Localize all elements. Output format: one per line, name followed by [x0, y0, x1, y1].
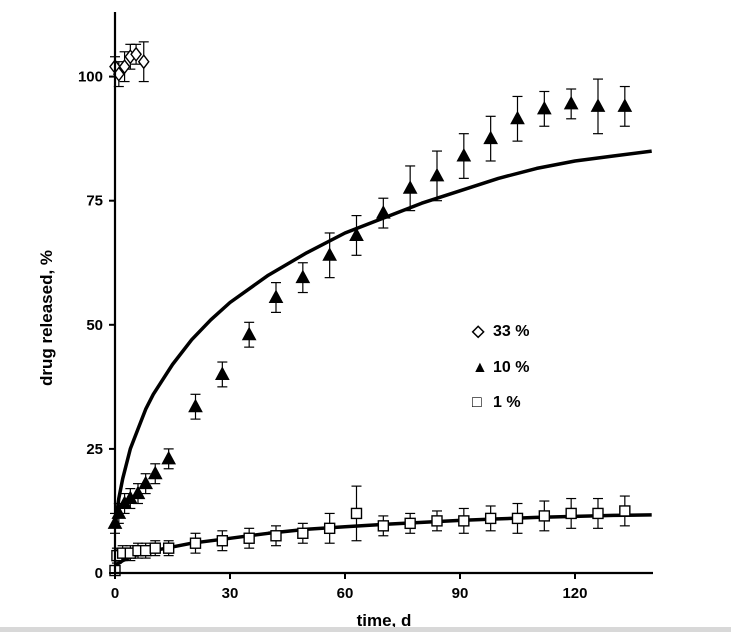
- data-point-triangle: [161, 450, 177, 465]
- y-tick-label: 50: [86, 317, 103, 334]
- data-point-square: [297, 527, 309, 539]
- error-bars: [110, 41, 630, 574]
- data-point-square: [243, 532, 255, 544]
- data-point-square: [323, 522, 336, 535]
- data-point-diamond: [130, 46, 142, 62]
- data-point-triangle: [429, 167, 445, 182]
- data-markers: [107, 46, 633, 577]
- data-point-square: [149, 542, 161, 554]
- data-point-square: [216, 535, 229, 547]
- legend-symbol-square: □: [472, 394, 482, 411]
- legend-item-1: □ 1 %: [472, 394, 521, 411]
- x-tick-label: 90: [452, 585, 469, 602]
- data-point-square: [484, 512, 497, 525]
- data-point-square: [565, 507, 577, 520]
- data-point-triangle: [188, 398, 203, 413]
- bottom-divider: [0, 627, 731, 632]
- y-axis-title: drug released, %: [37, 250, 56, 386]
- data-point-diamond: [137, 54, 150, 70]
- data-point-triangle: [349, 227, 364, 241]
- y-ticks: 0 25 50 75 100: [78, 69, 115, 582]
- data-point-square: [619, 505, 631, 517]
- y-tick-label: 0: [95, 565, 103, 582]
- y-tick-label: 75: [86, 193, 103, 210]
- legend-label-10: 10 %: [493, 359, 529, 376]
- data-point-triangle: [456, 147, 472, 162]
- y-tick-label: 25: [86, 441, 103, 458]
- data-point-triangle: [214, 366, 230, 380]
- data-point-square: [377, 520, 390, 532]
- data-point-square: [511, 512, 524, 525]
- legend-item-10: ▲ 10 %: [472, 359, 529, 376]
- fit-curve: [113, 149, 652, 529]
- y-tick-label: 100: [78, 69, 103, 86]
- data-point-triangle: [147, 465, 163, 480]
- legend-label-1: 1 %: [493, 394, 521, 411]
- data-point-triangle: [322, 247, 338, 261]
- data-point-triangle: [563, 95, 579, 110]
- legend-symbol-diamond: ◇: [471, 323, 485, 340]
- x-tick-label: 60: [337, 585, 354, 602]
- legend-label-33: 33 %: [493, 323, 529, 340]
- data-point-triangle: [483, 130, 499, 145]
- data-point-diamond: [118, 59, 131, 75]
- data-point-square: [350, 507, 363, 520]
- data-point-square: [431, 515, 443, 527]
- data-point-triangle: [130, 485, 146, 500]
- data-point-triangle: [138, 475, 154, 490]
- data-point-square: [189, 537, 202, 549]
- data-point-triangle: [268, 289, 284, 303]
- x-tick-label: 120: [562, 585, 587, 602]
- x-tick-label: 30: [222, 585, 239, 602]
- legend: ◇ 33 % ▲ 10 % □ 1 %: [471, 323, 529, 411]
- data-point-square: [139, 544, 152, 557]
- data-point-triangle: [590, 98, 606, 112]
- data-point-triangle: [402, 180, 418, 194]
- data-point-square: [538, 510, 551, 522]
- data-point-triangle: [510, 110, 525, 125]
- data-point-triangle: [536, 100, 552, 115]
- data-point-triangle: [375, 205, 391, 219]
- legend-symbol-triangle: ▲: [472, 359, 488, 376]
- data-point-square: [458, 515, 470, 527]
- data-point-square: [270, 530, 282, 542]
- data-point-square: [404, 517, 416, 530]
- x-tick-label: 0: [111, 585, 119, 602]
- data-point-triangle: [241, 326, 257, 341]
- x-ticks: 0 30 60 90 120: [111, 573, 588, 602]
- legend-item-33: ◇ 33 %: [471, 323, 529, 340]
- data-point-triangle: [295, 269, 311, 284]
- x-axis-title: time, d: [357, 611, 412, 630]
- data-point-square: [162, 542, 175, 554]
- data-point-square: [592, 507, 604, 520]
- data-point-triangle: [617, 98, 633, 112]
- axes: 0 30 60 90 120 0 25 50 75 100 time, d drug relea…: [37, 12, 653, 630]
